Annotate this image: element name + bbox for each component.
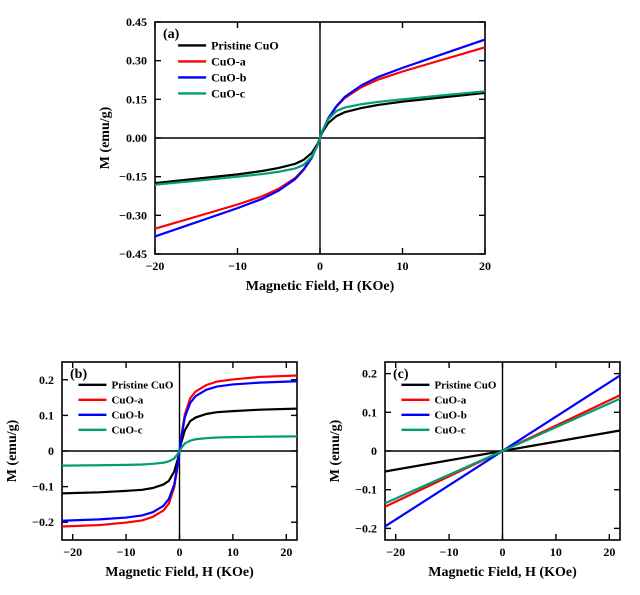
legend-label: CuO-b (211, 71, 247, 85)
legend-label: CuO-a (211, 55, 246, 69)
ytick-label: 0.00 (126, 131, 147, 145)
legend-label: CuO-c (111, 425, 142, 437)
ylabel: M (emu/g) (328, 419, 343, 482)
ytick-label: 0 (371, 444, 377, 458)
xtick-label: 10 (227, 545, 239, 559)
xtick-label: −20 (386, 545, 405, 559)
legend-label: CuO-c (211, 87, 246, 101)
xtick-label: 20 (479, 259, 491, 273)
ytick-label: −0.45 (119, 247, 147, 261)
legend-label: CuO-a (434, 395, 466, 407)
ytick-label: 0.2 (362, 367, 377, 381)
xtick-label: −10 (440, 545, 459, 559)
panel-tag: (c) (393, 367, 409, 382)
ytick-label: −0.1 (355, 483, 377, 497)
xtick-label: 0 (317, 259, 323, 273)
ytick-label: −0.30 (119, 208, 147, 222)
ylabel: M (emu/g) (5, 419, 20, 482)
xtick-label: 10 (550, 545, 562, 559)
panel-tag: (a) (163, 27, 180, 42)
xlabel: Magnetic Field, H (KOe) (428, 565, 577, 580)
legend-label: Pristine CuO (434, 380, 496, 392)
xtick-label: 20 (603, 545, 615, 559)
ytick-label: 0.45 (126, 15, 147, 29)
xtick-label: −20 (146, 259, 165, 273)
panel-c: −20 −10 0 10 20 −0.2 −0.1 0 0.1 0.2 Magnetic Field… (328, 362, 620, 580)
xtick-label: −20 (63, 545, 82, 559)
ytick-label: 0.1 (362, 405, 377, 419)
xtick-label: −10 (117, 545, 136, 559)
ytick-label: −0.2 (32, 515, 54, 529)
ytick-label: −0.1 (32, 480, 54, 494)
ytick-label: −0.15 (119, 170, 147, 184)
legend-label: CuO-b (434, 410, 466, 422)
ytick-label: 0.1 (39, 408, 54, 422)
xtick-label: 20 (280, 545, 292, 559)
ytick-label: −0.2 (355, 521, 377, 535)
legend-label: Pristine CuO (211, 39, 279, 53)
legend-label: CuO-a (111, 395, 143, 407)
legend-label: CuO-b (111, 410, 143, 422)
ytick-label: 0 (48, 444, 54, 458)
xtick-label: 10 (397, 259, 409, 273)
xtick-label: 0 (500, 545, 506, 559)
panel-a: −20 −10 0 10 20 −0.45 −0.30 −0.15 0.00 0.15 0.30 0.… (98, 15, 491, 294)
xlabel: Magnetic Field, H (KOe) (246, 279, 395, 294)
ylabel: M (emu/g) (98, 106, 113, 169)
xtick-label: −10 (228, 259, 247, 273)
xlabel: Magnetic Field, H (KOe) (105, 565, 254, 580)
legend-label: Pristine CuO (111, 380, 173, 392)
ytick-label: 0.2 (39, 373, 54, 387)
panel-tag: (b) (70, 367, 87, 382)
legend-label: CuO-c (434, 425, 465, 437)
xtick-label: 0 (177, 545, 183, 559)
figure: −20 −10 0 10 20 −0.45 −0.30 −0.15 0.00 0.15 0.30 0.… (0, 0, 640, 595)
ytick-label: 0.30 (126, 54, 147, 68)
ytick-label: 0.15 (126, 92, 147, 106)
panel-b: −20 −10 0 10 20 −0.2 −0.1 0 0.1 0.2 Magnetic Field… (5, 362, 297, 580)
